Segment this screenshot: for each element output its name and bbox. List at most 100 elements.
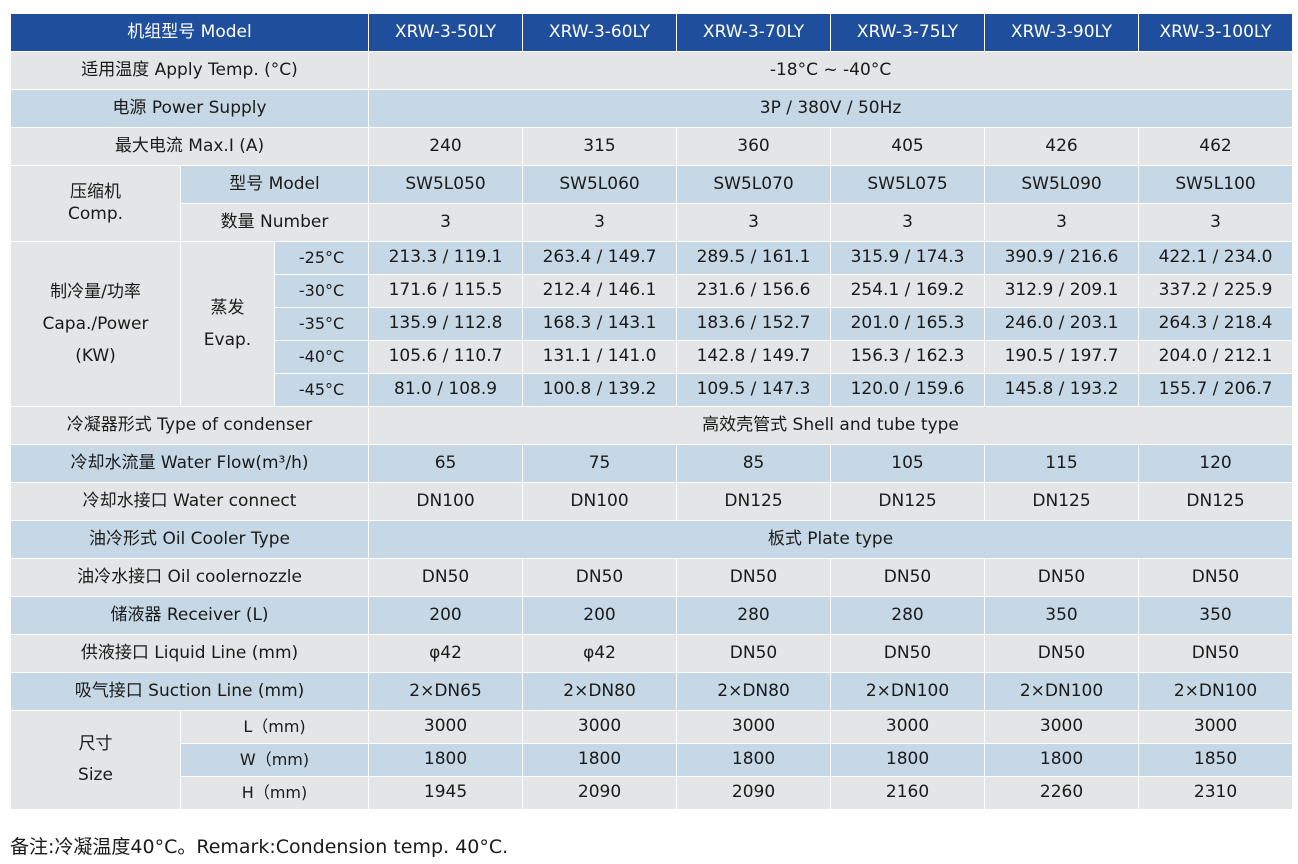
table-cell: 3 bbox=[522, 203, 678, 242]
table-cell: DN125 bbox=[676, 482, 832, 521]
table-cell: SW5L090 bbox=[984, 165, 1140, 204]
table-cell: DN50 bbox=[984, 558, 1140, 597]
row-label: 电源 Power Supply bbox=[9, 89, 370, 128]
row-label: 冷却水接口 Water connect bbox=[9, 482, 370, 521]
apply-temp-row: 适用温度 Apply Temp. (°C) -18°C ~ -40°C bbox=[9, 51, 1294, 90]
capacity-row: -30°C 171.6 / 115.5 212.4 / 146.1 231.6 … bbox=[10, 274, 1294, 308]
table-cell: DN50 bbox=[676, 634, 832, 673]
table-cell: 280 bbox=[676, 596, 832, 635]
row-label: 吸气接口 Suction Line (mm) bbox=[9, 672, 370, 711]
table-cell: 1800 bbox=[830, 743, 986, 777]
table-cell: 315 bbox=[522, 127, 678, 166]
row-label: 数量 Number bbox=[179, 203, 370, 242]
table-cell: 1850 bbox=[1138, 743, 1294, 777]
compressor-label-en: Comp. bbox=[67, 203, 124, 224]
table-cell: 155.7 / 206.7 bbox=[1138, 373, 1294, 407]
water-flow-row: 冷却水流量 Water Flow(m³/h) 65 75 85 105 115 … bbox=[9, 444, 1294, 483]
compressor-label-cn: 压缩机 bbox=[70, 182, 121, 203]
table-cell: 3 bbox=[676, 203, 832, 242]
table-cell: 422.1 / 234.0 bbox=[1138, 241, 1294, 275]
size-dimension-label: W（mm) bbox=[179, 743, 370, 777]
table-cell: 2260 bbox=[984, 776, 1140, 810]
capacity-label-line1: 制冷量/功率 bbox=[50, 281, 141, 302]
table-cell: 171.6 / 115.5 bbox=[368, 274, 524, 308]
table-cell: 246.0 / 203.1 bbox=[984, 307, 1140, 341]
capacity-row: 制冷量/功率 Capa./Power (KW) 蒸发 Evap. -25°C 2… bbox=[10, 241, 1294, 407]
table-cell: 156.3 / 162.3 bbox=[830, 340, 986, 374]
liquid-line-row: 供液接口 Liquid Line (mm) φ42 φ42 DN50 DN50 … bbox=[9, 634, 1294, 673]
table-cell: 213.3 / 119.1 bbox=[368, 241, 524, 275]
table-cell: 3 bbox=[1138, 203, 1294, 242]
evap-temp: -25°C bbox=[273, 241, 370, 275]
table-cell: 120 bbox=[1138, 444, 1294, 483]
table-cell: 1800 bbox=[676, 743, 832, 777]
table-cell: 75 bbox=[522, 444, 678, 483]
table-cell: 426 bbox=[984, 127, 1140, 166]
suction-line-row: 吸气接口 Suction Line (mm) 2×DN65 2×DN80 2×D… bbox=[9, 672, 1294, 711]
table-cell: 289.5 / 161.1 bbox=[676, 241, 832, 275]
table-cell: 2×DN100 bbox=[830, 672, 986, 711]
row-label: 冷凝器形式 Type of condenser bbox=[9, 406, 370, 445]
table-cell: 142.8 / 149.7 bbox=[676, 340, 832, 374]
table-cell: DN50 bbox=[522, 558, 678, 597]
table-cell: 1800 bbox=[368, 743, 524, 777]
size-label-en: Size bbox=[78, 765, 113, 785]
table-cell: 204.0 / 212.1 bbox=[1138, 340, 1294, 374]
model-name: XRW-3-90LY bbox=[984, 13, 1140, 52]
table-cell: 2310 bbox=[1138, 776, 1294, 810]
model-name: XRW-3-50LY bbox=[368, 13, 524, 52]
size-dimension-label: L（mm) bbox=[179, 710, 370, 744]
table-cell: 105 bbox=[830, 444, 986, 483]
size-row: W（mm) 1800 1800 1800 1800 1800 1850 bbox=[10, 743, 1294, 777]
table-cell: 65 bbox=[368, 444, 524, 483]
table-cell: 2090 bbox=[676, 776, 832, 810]
table-cell: DN50 bbox=[368, 558, 524, 597]
table-cell: 212.4 / 146.1 bbox=[522, 274, 678, 308]
evap-label: 蒸发 Evap. bbox=[180, 241, 275, 407]
table-cell: φ42 bbox=[522, 634, 678, 673]
table-cell: 2×DN100 bbox=[984, 672, 1140, 711]
table-cell: 1800 bbox=[522, 743, 678, 777]
row-label: 储液器 Receiver (L) bbox=[9, 596, 370, 635]
oil-cooler-type-row: 油冷形式 Oil Cooler Type 板式 Plate type bbox=[9, 520, 1294, 559]
table-cell: SW5L100 bbox=[1138, 165, 1294, 204]
table-cell: 360 bbox=[676, 127, 832, 166]
table-cell: DN50 bbox=[1138, 634, 1294, 673]
table-cell: 3000 bbox=[368, 710, 524, 744]
table-cell: 254.1 / 169.2 bbox=[830, 274, 986, 308]
receiver-row: 储液器 Receiver (L) 200 200 280 280 350 350 bbox=[9, 596, 1294, 635]
table-cell: 337.2 / 225.9 bbox=[1138, 274, 1294, 308]
header-row: 机组型号 Model XRW-3-50LY XRW-3-60LY XRW-3-7… bbox=[9, 13, 1294, 52]
compressor-number-row: 数量 Number 3 3 3 3 3 3 bbox=[10, 203, 1294, 242]
size-row: 尺寸 Size L（mm) 3000 3000 3000 3000 3000 3… bbox=[10, 710, 1294, 810]
table-cell: 2×DN65 bbox=[368, 672, 524, 711]
table-cell: 2×DN100 bbox=[1138, 672, 1294, 711]
model-name: XRW-3-100LY bbox=[1138, 13, 1294, 52]
table-cell: 201.0 / 165.3 bbox=[830, 307, 986, 341]
condenser-row: 冷凝器形式 Type of condenser 高效壳管式 Shell and … bbox=[9, 406, 1294, 445]
size-group-label: 尺寸 Size bbox=[10, 710, 181, 810]
table-cell: 168.3 / 143.1 bbox=[522, 307, 678, 341]
table-cell: 115 bbox=[984, 444, 1140, 483]
table-cell: 3000 bbox=[830, 710, 986, 744]
table-cell: 2×DN80 bbox=[522, 672, 678, 711]
table-cell: 315.9 / 174.3 bbox=[830, 241, 986, 275]
model-name: XRW-3-60LY bbox=[522, 13, 678, 52]
condenser-value: 高效壳管式 Shell and tube type bbox=[368, 406, 1294, 445]
capacity-group-label: 制冷量/功率 Capa./Power (KW) bbox=[10, 241, 181, 407]
row-label: 油冷形式 Oil Cooler Type bbox=[9, 520, 370, 559]
model-name: XRW-3-75LY bbox=[830, 13, 986, 52]
power-supply-value: 3P / 380V / 50Hz bbox=[368, 89, 1294, 128]
table-cell: 81.0 / 108.9 bbox=[368, 373, 524, 407]
size-label-cn: 尺寸 bbox=[78, 734, 113, 755]
evap-temp: -40°C bbox=[273, 340, 370, 374]
table-cell: 190.5 / 197.7 bbox=[984, 340, 1140, 374]
table-cell: 2090 bbox=[522, 776, 678, 810]
table-cell: 105.6 / 110.7 bbox=[368, 340, 524, 374]
table-cell: SW5L060 bbox=[522, 165, 678, 204]
max-current-row: 最大电流 Max.I (A) 240 315 360 405 426 462 bbox=[9, 127, 1294, 166]
row-label: 适用温度 Apply Temp. (°C) bbox=[9, 51, 370, 90]
oil-cooler-type-value: 板式 Plate type bbox=[368, 520, 1294, 559]
water-connect-row: 冷却水接口 Water connect DN100 DN100 DN125 DN… bbox=[9, 482, 1294, 521]
compressor-model-row: 压缩机 Comp. 型号 Model SW5L050 SW5L060 SW5L0… bbox=[10, 165, 1294, 242]
